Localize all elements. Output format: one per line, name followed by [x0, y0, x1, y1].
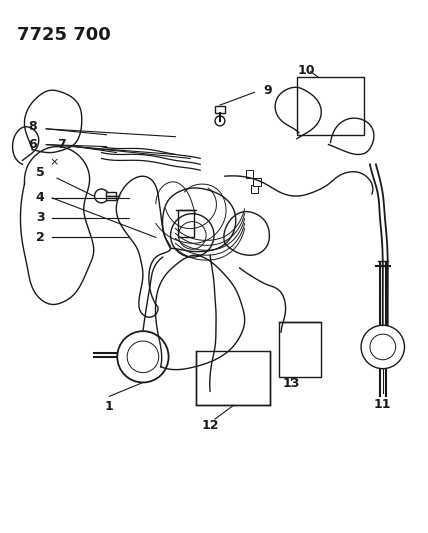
Text: 10: 10 [298, 64, 315, 77]
Bar [178, 210, 194, 237]
Text: 8: 8 [28, 120, 37, 133]
Text: 3: 3 [36, 211, 45, 224]
Text: 1: 1 [105, 400, 114, 413]
Text: 11: 11 [374, 398, 392, 411]
Bar [253, 178, 262, 186]
Text: 7: 7 [58, 138, 66, 151]
Text: 9: 9 [263, 84, 272, 97]
Bar [196, 351, 270, 405]
Bar [246, 170, 253, 178]
Text: 7725 700: 7725 700 [17, 26, 110, 44]
Text: 13: 13 [282, 377, 300, 390]
Bar [215, 106, 225, 113]
Bar [279, 322, 321, 376]
Bar [107, 192, 116, 200]
Text: ×: × [49, 157, 59, 167]
Text: 4: 4 [36, 191, 45, 204]
Text: 6: 6 [28, 138, 37, 151]
Bar [250, 185, 259, 193]
Text: 2: 2 [36, 231, 45, 244]
Text: 5: 5 [36, 166, 45, 179]
Bar [297, 77, 364, 135]
Text: 12: 12 [201, 419, 219, 432]
